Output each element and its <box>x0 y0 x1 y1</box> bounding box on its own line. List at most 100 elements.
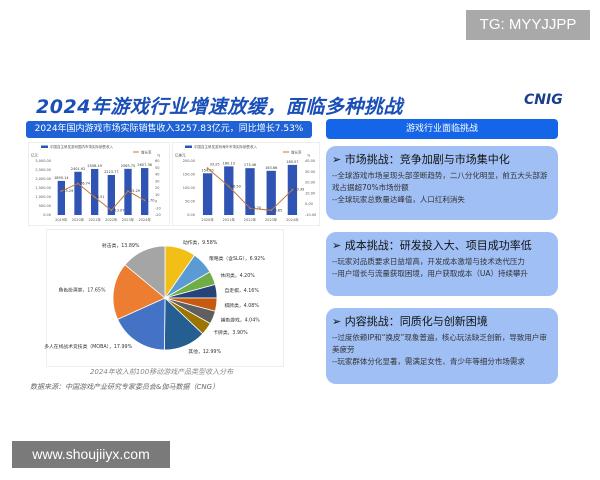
pie-slice <box>117 297 166 351</box>
pie-label: 动作类，9.58% <box>183 239 218 246</box>
bar-label: 154.50 <box>201 168 213 172</box>
growth-point <box>93 196 96 199</box>
pie-label: 射击类，13.89% <box>102 242 140 249</box>
pie-caption: 2024年收入前100移动游戏产品类型收入分布 <box>90 368 234 376</box>
y2-tick: -10 <box>155 206 161 210</box>
y2-tick: -20 <box>155 213 161 217</box>
legend-label: 增长率 <box>291 149 302 154</box>
page-title: 2024年游戏行业增速放缓，面临多种挑战 <box>36 96 403 118</box>
y-axis-label: 亿元 <box>31 153 38 158</box>
logo: CNIG <box>524 92 563 108</box>
legend-label: 中国自主研发游戏海外市场实际销售收入 <box>194 144 257 149</box>
y2-tick: 40 <box>155 173 159 177</box>
growth-label: -3.70 <box>252 206 261 210</box>
y2-tick: -10.00 <box>305 213 316 217</box>
y-tick: 1,500.00 <box>35 186 51 190</box>
y-tick: 1,000.00 <box>35 195 51 199</box>
growth-point <box>270 209 273 212</box>
card-line: --玩家群体分化显著，需满足女性、青少年等细分市场需求 <box>332 357 525 366</box>
growth-point <box>143 199 146 202</box>
legend-swatch <box>185 145 192 148</box>
card-market: ➢ 市场挑战：竞争加剧与市场集中化 --全球游戏市场呈现头部垄断趋势，二八分化明… <box>326 146 558 220</box>
pie-label: 卡牌类，3.90% <box>213 329 248 336</box>
x-tick: 2023年 <box>122 217 135 222</box>
x-tick: 2020年 <box>72 217 85 222</box>
pie-label: 角色扮演类，17.65% <box>58 287 106 294</box>
pie-label: 休闲类，4.20% <box>220 272 255 279</box>
bar <box>202 173 213 215</box>
bar <box>266 170 276 215</box>
bar-label: 2607.36 <box>137 163 151 167</box>
card-line: --全球玩家总数量达峰值，人口红利消失 <box>332 195 465 204</box>
y2-tick: 10 <box>155 193 159 197</box>
x-tick: 2024年 <box>138 217 151 222</box>
card-line: --过度依赖IP和“换皮”现象普遍，核心玩法缺乏创新，导致用户审美疲劳 <box>332 333 547 354</box>
legend-label: 中国自主研发游戏国内市场实际销售收入 <box>50 144 113 149</box>
bar-label: 1895.14 <box>54 176 69 180</box>
watermark-tg: TG: MYYJJPP <box>466 10 590 40</box>
y-tick: 200.00 <box>183 159 195 163</box>
x-tick: 2021年 <box>88 217 101 222</box>
growth-point <box>227 185 230 188</box>
card-title: ➢ 内容挑战：同质化与创新困境 <box>332 315 488 328</box>
y-tick: 2,500.00 <box>35 168 51 172</box>
y-tick: 500.00 <box>39 204 51 208</box>
bar-label: 2223.77 <box>104 170 118 174</box>
data-source: 数据来源：中国游戏产业研究专家委员会&伽马数据（CNG） <box>30 383 220 391</box>
bar <box>74 171 82 215</box>
bar-label: 180.13 <box>223 161 235 165</box>
card-content: ➢ 内容挑战：同质化与创新困境 --过度依赖IP和“换皮”现象普遍，核心玩法缺乏… <box>326 308 558 384</box>
x-tick: 2020年 <box>201 217 214 222</box>
bar-label: 163.66 <box>265 166 277 170</box>
y-tick: 50.00 <box>185 200 195 204</box>
card-title: ➢ 市场挑战：竞争加剧与市场集中化 <box>332 153 510 166</box>
x-tick: 2022年 <box>105 217 118 222</box>
legend-swatch <box>41 145 48 148</box>
card-line: --玩家对品质要求日益增高，开发成本激增与技术迭代压力 <box>332 257 525 266</box>
y2-tick: 10.00 <box>305 191 315 195</box>
y2-tick: 30.00 <box>305 170 315 174</box>
growth-label: 6.51 <box>97 195 105 199</box>
y2-tick: 0 <box>155 200 157 204</box>
bar <box>141 168 149 215</box>
bar <box>107 174 115 215</box>
pie-label: 多人在线战术竞技类（MOBA），17.99% <box>44 343 132 350</box>
growth-line <box>61 182 145 212</box>
domestic-revenue-chart: 中国自主研发游戏国内市场实际销售收入增长率亿元% 0.00 500.00 1,000.… <box>28 142 170 226</box>
overseas-revenue-chart: 中国自主研发游戏海外市场实际销售收入 增长率 亿美元% 0.00 50.00 100.00… <box>172 142 320 226</box>
legend-label: 增长率 <box>141 149 152 154</box>
x-tick: 2024年 <box>286 217 299 222</box>
y2-tick: 40.00 <box>305 159 315 163</box>
pie-label: 策略类（含SLG），6.92% <box>209 255 265 262</box>
y-axis-label: 亿美元 <box>175 153 186 158</box>
y2-tick: 30 <box>155 179 159 183</box>
y2-tick: 20 <box>155 186 159 190</box>
growth-point <box>77 182 79 185</box>
card-cost: ➢ 成本挑战：研发投入大、项目成功率低 --玩家对品质要求日益增高，开发成本激增… <box>326 232 558 296</box>
growth-point <box>60 190 63 193</box>
y2-tick: 20.00 <box>305 181 315 185</box>
bar <box>245 168 255 215</box>
y-tick: 0.00 <box>187 213 195 217</box>
bar-label: 2558.19 <box>87 164 101 168</box>
y-tick: 0.00 <box>43 213 51 217</box>
pie-label: 其他，12.99% <box>188 348 221 355</box>
bar <box>91 168 99 215</box>
revenue-banner: 2024年国内游戏市场实际销售收入3257.83亿元，同比增长7.53% <box>26 121 312 138</box>
growth-point <box>110 209 113 212</box>
y2-tick: 50 <box>155 166 159 170</box>
y2-axis-label: % <box>157 154 161 158</box>
card-line: --全球游戏市场呈现头部垄断趋势，二八分化明显，前五大头部游戏占据超70%市场份… <box>332 171 548 192</box>
pie-slice <box>112 264 166 320</box>
y-tick: 3,000.00 <box>35 159 51 163</box>
logo-text: CNIG <box>524 92 563 108</box>
growth-label: 26.74 <box>80 181 91 185</box>
x-tick: 2022年 <box>244 217 257 222</box>
growth-point <box>291 188 294 191</box>
bar-label: 185.57 <box>286 160 298 164</box>
growth-label: 33.25 <box>210 162 220 166</box>
x-tick: 2023年 <box>265 217 278 222</box>
growth-point <box>249 207 251 210</box>
y2-axis-label: % <box>307 154 311 158</box>
bar-label: 2563.75 <box>121 164 135 168</box>
